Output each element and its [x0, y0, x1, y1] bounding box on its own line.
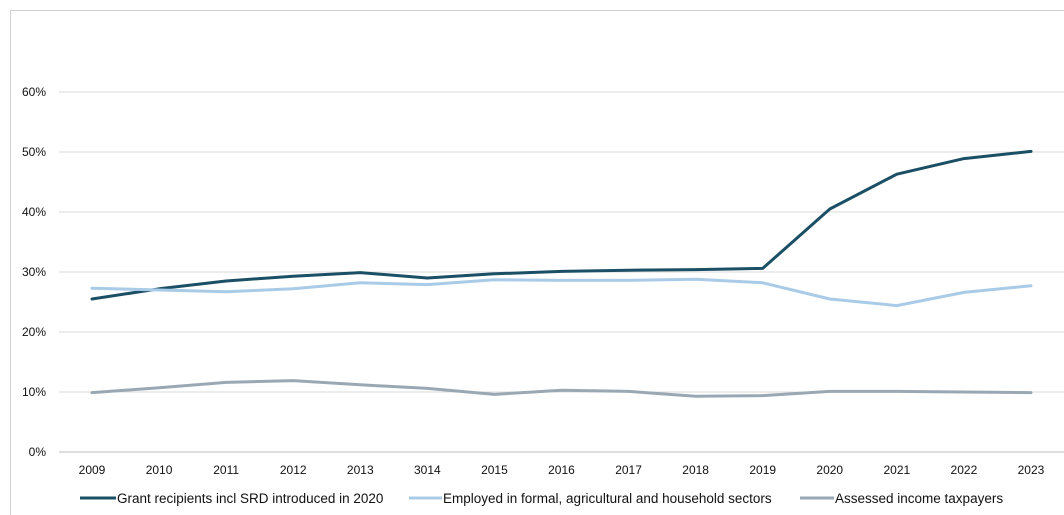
legend-item: Grant recipients incl SRD introduced in … — [80, 491, 383, 506]
x-tick-label: 2023 — [1018, 463, 1045, 477]
y-tick-label: 10% — [22, 385, 46, 399]
legend-item: Assessed income taxpayers — [800, 491, 1003, 506]
y-axis-tick-labels: 0% 10% 20% 30% 40% 50% 60% — [22, 85, 46, 459]
y-tick-label: 0% — [29, 445, 47, 459]
x-tick-label: 2019 — [749, 463, 776, 477]
y-tick-label: 20% — [22, 325, 46, 339]
y-tick-label: 50% — [22, 145, 46, 159]
x-tick-label: 3014 — [414, 463, 441, 477]
chart-frame — [10, 10, 1064, 515]
legend: Grant recipients incl SRD introduced in … — [80, 491, 1003, 506]
series-line-1 — [90, 149, 1033, 301]
x-tick-label: 2021 — [883, 463, 910, 477]
y-tick-label: 30% — [22, 265, 46, 279]
legend-item: Employed in formal, agricultural and hou… — [409, 491, 772, 506]
series-lines — [90, 149, 1033, 398]
x-tick-label: 2013 — [347, 463, 374, 477]
x-tick-label: 2009 — [79, 463, 106, 477]
x-tick-label: 2010 — [146, 463, 173, 477]
x-axis-tick-labels: 2009 2010 2011 2012 2013 3014 2015 2016 2017 2018… — [79, 463, 1045, 477]
legend-label: Grant recipients incl SRD introduced in … — [117, 491, 383, 506]
x-tick-label: 2020 — [816, 463, 843, 477]
x-tick-label: 2016 — [548, 463, 575, 477]
series-line-3 — [90, 379, 1033, 398]
x-tick-label: 2015 — [481, 463, 508, 477]
x-tick-label: 2012 — [280, 463, 307, 477]
x-tick-label: 2022 — [951, 463, 978, 477]
x-tick-label: 2011 — [213, 463, 239, 477]
y-tick-label: 60% — [22, 85, 46, 99]
x-tick-label: 2018 — [682, 463, 709, 477]
legend-label: Employed in formal, agricultural and hou… — [443, 491, 772, 506]
legend-label: Assessed income taxpayers — [835, 491, 1003, 506]
y-tick-label: 40% — [22, 205, 46, 219]
series-line-2 — [90, 277, 1033, 308]
x-tick-label: 2017 — [615, 463, 642, 477]
